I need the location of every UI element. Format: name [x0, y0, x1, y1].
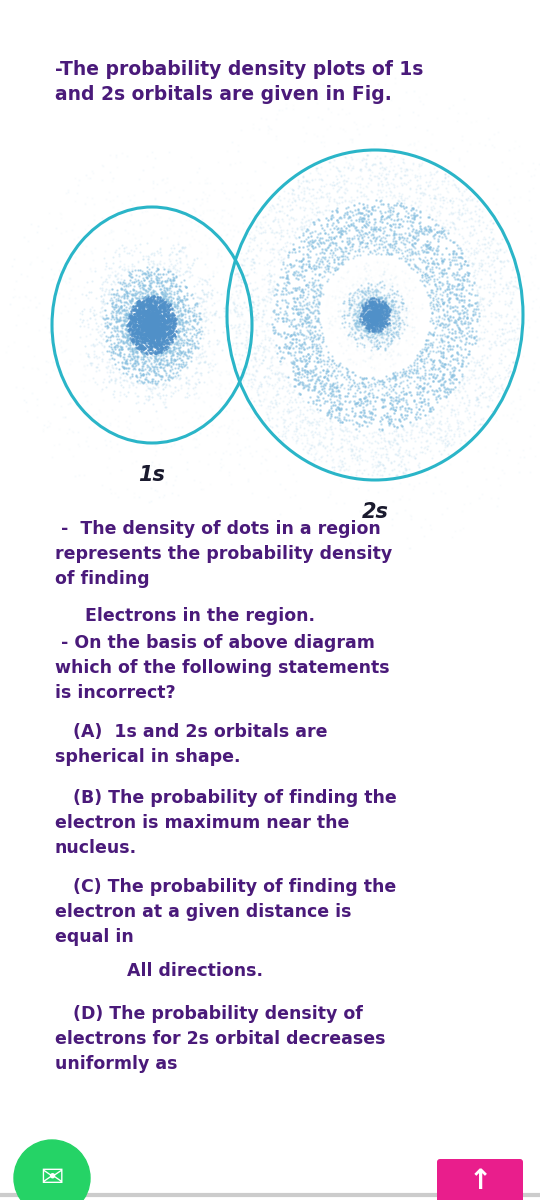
Text: (B) The probability of finding the
electron is maximum near the
nucleus.: (B) The probability of finding the elect… [55, 790, 397, 857]
Text: (D) The probability density of
electrons for 2s orbital decreases
uniformly as: (D) The probability density of electrons… [55, 1006, 386, 1073]
Text: ✉: ✉ [40, 1164, 64, 1192]
Text: 8:03: 8:03 [15, 8, 46, 22]
Text: (C) The probability of finding the
electron at a given distance is
equal in: (C) The probability of finding the elect… [55, 878, 396, 946]
Text: ↑: ↑ [468, 1166, 491, 1195]
Text: Electrons in the region.: Electrons in the region. [55, 607, 315, 625]
Text: (A)  1s and 2s orbitals are
spherical in shape.: (A) 1s and 2s orbitals are spherical in … [55, 722, 327, 766]
Text: 1s: 1s [139, 464, 165, 485]
Text: -  The density of dots in a region
represents the probability density
of finding: - The density of dots in a region repres… [55, 520, 392, 588]
Text: -The probability density plots of 1s
and 2s orbitals are given in Fig.: -The probability density plots of 1s and… [55, 60, 423, 104]
Circle shape [14, 1140, 90, 1200]
Text: - On the basis of above diagram
which of the following statements
is incorrect?: - On the basis of above diagram which of… [55, 634, 390, 702]
FancyBboxPatch shape [437, 1159, 523, 1200]
Text: All directions.: All directions. [55, 962, 263, 980]
Text: 2s: 2s [362, 502, 388, 522]
Text: 10%: 10% [495, 8, 525, 22]
Ellipse shape [323, 257, 427, 373]
